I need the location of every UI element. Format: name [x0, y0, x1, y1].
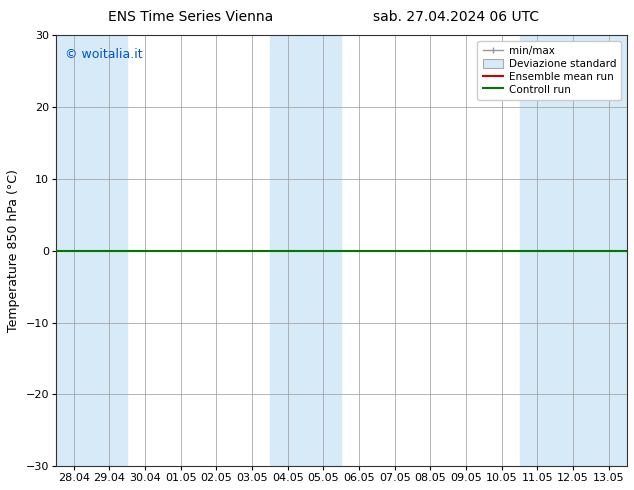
Legend: min/max, Deviazione standard, Ensemble mean run, Controll run: min/max, Deviazione standard, Ensemble m…	[477, 41, 621, 100]
Text: © woitalia.it: © woitalia.it	[65, 49, 142, 61]
Text: ENS Time Series Vienna: ENS Time Series Vienna	[108, 10, 273, 24]
Bar	[270, 35, 341, 466]
Bar	[520, 35, 626, 466]
Bar	[91, 35, 127, 466]
Text: sab. 27.04.2024 06 UTC: sab. 27.04.2024 06 UTC	[373, 10, 540, 24]
Y-axis label: Temperature 850 hPa (°C): Temperature 850 hPa (°C)	[7, 170, 20, 332]
Bar	[56, 35, 91, 466]
